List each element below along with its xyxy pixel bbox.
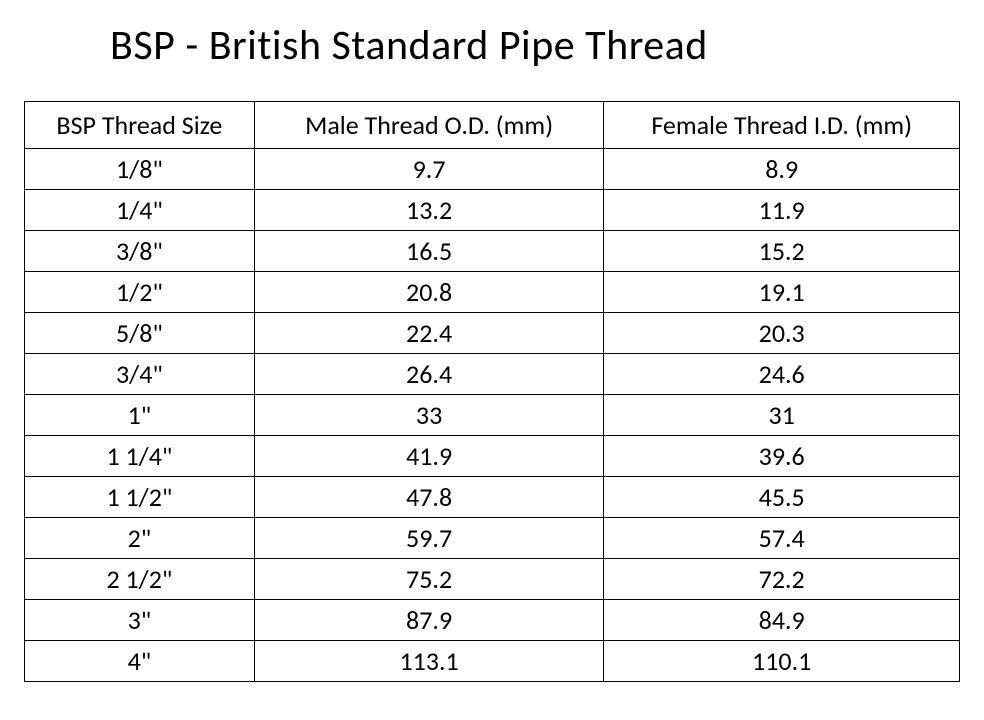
table-row: 2"59.757.4 (25, 518, 960, 559)
table-cell: 16.5 (254, 231, 604, 272)
table-cell: 20.3 (604, 313, 960, 354)
table-cell: 2 1/2" (25, 559, 255, 600)
page-title: BSP - British Standard Pipe Thread (110, 20, 984, 71)
table-cell: 31 (604, 395, 960, 436)
table-row: 1/4"13.211.9 (25, 190, 960, 231)
table-cell: 72.2 (604, 559, 960, 600)
table-body: 1/8"9.78.91/4"13.211.93/8"16.515.21/2"20… (25, 149, 960, 682)
table-cell: 1/4" (25, 190, 255, 231)
table-cell: 3/8" (25, 231, 255, 272)
table-header-row: BSP Thread Size Male Thread O.D. (mm) Fe… (25, 102, 960, 149)
table-cell: 113.1 (254, 641, 604, 682)
table-cell: 3" (25, 600, 255, 641)
table-cell: 84.9 (604, 600, 960, 641)
page-container: BSP - British Standard Pipe Thread BSP T… (0, 20, 984, 682)
table-cell: 26.4 (254, 354, 604, 395)
table-row: 3/8"16.515.2 (25, 231, 960, 272)
table-cell: 41.9 (254, 436, 604, 477)
table-row: 2 1/2"75.272.2 (25, 559, 960, 600)
table-cell: 1 1/4" (25, 436, 255, 477)
bsp-thread-table: BSP Thread Size Male Thread O.D. (mm) Fe… (24, 101, 960, 682)
table-row: 5/8"22.420.3 (25, 313, 960, 354)
table-cell: 75.2 (254, 559, 604, 600)
table-cell: 5/8" (25, 313, 255, 354)
table-cell: 1" (25, 395, 255, 436)
table-row: 1"3331 (25, 395, 960, 436)
table-cell: 45.5 (604, 477, 960, 518)
table-row: 4"113.1110.1 (25, 641, 960, 682)
col-header-size: BSP Thread Size (25, 102, 255, 149)
table-cell: 1/2" (25, 272, 255, 313)
table-cell: 33 (254, 395, 604, 436)
table-cell: 87.9 (254, 600, 604, 641)
table-cell: 2" (25, 518, 255, 559)
table-cell: 9.7 (254, 149, 604, 190)
table-row: 3/4"26.424.6 (25, 354, 960, 395)
table-cell: 57.4 (604, 518, 960, 559)
table-cell: 4" (25, 641, 255, 682)
table-row: 3"87.984.9 (25, 600, 960, 641)
table-cell: 24.6 (604, 354, 960, 395)
table-row: 1/2"20.819.1 (25, 272, 960, 313)
col-header-female: Female Thread I.D. (mm) (604, 102, 960, 149)
table-row: 1/8"9.78.9 (25, 149, 960, 190)
table-cell: 20.8 (254, 272, 604, 313)
table-cell: 59.7 (254, 518, 604, 559)
table-row: 1 1/4"41.939.6 (25, 436, 960, 477)
table-cell: 1 1/2" (25, 477, 255, 518)
table-cell: 15.2 (604, 231, 960, 272)
table-cell: 39.6 (604, 436, 960, 477)
table-cell: 1/8" (25, 149, 255, 190)
table-cell: 19.1 (604, 272, 960, 313)
table-cell: 3/4" (25, 354, 255, 395)
table-cell: 22.4 (254, 313, 604, 354)
table-row: 1 1/2"47.845.5 (25, 477, 960, 518)
table-cell: 13.2 (254, 190, 604, 231)
table-cell: 110.1 (604, 641, 960, 682)
table-cell: 47.8 (254, 477, 604, 518)
col-header-male: Male Thread O.D. (mm) (254, 102, 604, 149)
table-cell: 8.9 (604, 149, 960, 190)
table-cell: 11.9 (604, 190, 960, 231)
